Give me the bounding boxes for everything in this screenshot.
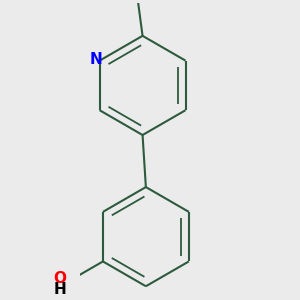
- Text: N: N: [90, 52, 102, 67]
- Text: O: O: [54, 271, 67, 286]
- Text: H: H: [54, 282, 66, 297]
